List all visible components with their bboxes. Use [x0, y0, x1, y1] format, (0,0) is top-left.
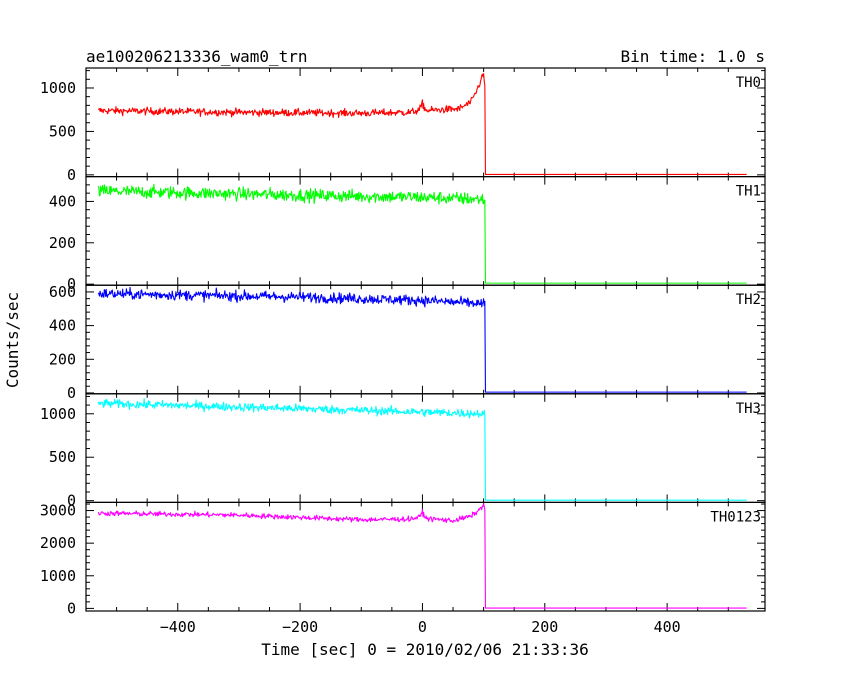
x-tick-label: −400 [160, 618, 196, 636]
x-tick-label: −200 [282, 618, 318, 636]
y-tick-label: 0 [67, 599, 76, 617]
y-tick-label: 400 [49, 317, 76, 335]
panel-th0: 0 500 1000 TH0 [40, 67, 766, 184]
y-tick-label: 2000 [40, 534, 76, 552]
chart-title: ae100206213336_wam0_trn [86, 47, 308, 66]
x-tick-label: 400 [654, 618, 681, 636]
x-tick-label: 0 [418, 618, 427, 636]
y-tick-label: 400 [49, 192, 76, 210]
panel-th3: 0 500 1000 TH3 [40, 393, 766, 510]
y-tick-label: 1000 [40, 79, 76, 97]
y-tick-label: 0 [67, 166, 76, 184]
panel-label: TH0 [736, 75, 761, 91]
y-tick-label: 200 [49, 234, 76, 252]
panel-th1: 0 200 400 TH1 [49, 176, 766, 293]
panels: 0 500 1000 TH0 0 200 400 TH1 0 200 400 600 TH2 0 500 10… [40, 67, 766, 617]
panel-th0123: 0 1000 2000 3000 TH0123 [40, 501, 766, 617]
bin-time-label: Bin time: 1.0 s [621, 47, 766, 66]
x-axis: Time [sec] 0 = 2010/02/06 21:33:36 −400 −… [160, 618, 681, 659]
y-tick-label: 500 [49, 122, 76, 140]
series-line-th2 [97, 286, 747, 393]
panel-frame [85, 67, 766, 178]
y-axis-label: Counts/sec [3, 292, 22, 388]
y-tick-label: 200 [49, 350, 76, 368]
panel-label: TH3 [736, 401, 761, 417]
y-tick-label: 0 [67, 384, 76, 402]
y-tick-label: 3000 [40, 502, 76, 520]
y-tick-label: 0 [67, 492, 76, 510]
y-tick-label: 1000 [40, 567, 76, 585]
y-tick-label: 1000 [40, 405, 76, 423]
panel-th2: 0 200 400 600 TH2 [49, 283, 766, 402]
series-line-th0123 [97, 503, 747, 609]
panel-label: TH2 [736, 292, 761, 308]
x-axis-label: Time [sec] 0 = 2010/02/06 21:33:36 [261, 640, 589, 659]
series-line-th3 [97, 398, 747, 501]
panel-label: TH1 [736, 184, 761, 200]
y-tick-label: 600 [49, 283, 76, 301]
y-tick-label: 0 [67, 275, 76, 293]
y-tick-label: 500 [49, 448, 76, 466]
x-tick-label: 200 [531, 618, 558, 636]
series-line-th0 [97, 73, 747, 175]
panel-frame [85, 501, 766, 612]
series-line-th1 [97, 183, 747, 284]
panel-label: TH0123 [710, 509, 761, 525]
title-row: ae100206213336_wam0_trn Bin time: 1.0 s [86, 47, 765, 66]
